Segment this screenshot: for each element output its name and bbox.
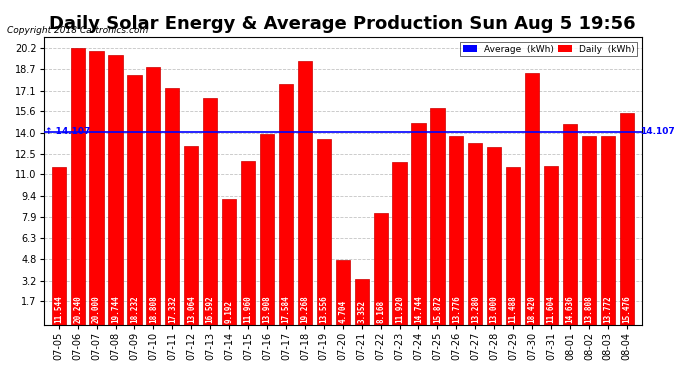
Bar [317, 139, 331, 325]
Bar [449, 136, 464, 325]
Bar [241, 161, 255, 325]
Text: 20.240: 20.240 [73, 295, 82, 322]
Text: 11.920: 11.920 [395, 295, 404, 322]
Bar [393, 162, 406, 325]
Bar [544, 166, 558, 325]
Bar [146, 68, 161, 325]
Bar [373, 213, 388, 325]
Text: 19.268: 19.268 [300, 295, 309, 322]
Text: 13.280: 13.280 [471, 295, 480, 322]
Text: 15.476: 15.476 [622, 295, 631, 322]
Text: ↑ 14.107: ↑ 14.107 [46, 127, 91, 136]
Text: 13.772: 13.772 [603, 295, 612, 322]
Text: 13.000: 13.000 [490, 295, 499, 322]
Bar [260, 134, 274, 325]
Bar [487, 147, 502, 325]
Bar [128, 75, 141, 325]
Bar [582, 136, 596, 325]
Text: 9.192: 9.192 [225, 300, 234, 322]
Text: 16.592: 16.592 [206, 295, 215, 322]
Text: 11.488: 11.488 [509, 295, 518, 322]
Bar [506, 168, 520, 325]
Text: 14.744: 14.744 [414, 295, 423, 322]
Text: 11.544: 11.544 [55, 295, 63, 322]
Text: 13.776: 13.776 [452, 295, 461, 322]
Text: 15.872: 15.872 [433, 295, 442, 322]
Text: 11.960: 11.960 [244, 295, 253, 322]
Bar [355, 279, 368, 325]
Bar [203, 98, 217, 325]
Bar [165, 87, 179, 325]
Text: 17.584: 17.584 [282, 295, 290, 322]
Text: 19.744: 19.744 [111, 295, 120, 322]
Text: 13.064: 13.064 [187, 295, 196, 322]
Bar [108, 54, 123, 325]
Text: 8.168: 8.168 [376, 300, 385, 322]
Bar [184, 146, 198, 325]
Bar [411, 123, 426, 325]
Bar [52, 167, 66, 325]
Bar [90, 51, 104, 325]
Text: 13.908: 13.908 [262, 295, 271, 322]
Text: 13.556: 13.556 [319, 295, 328, 322]
Text: 17.332: 17.332 [168, 295, 177, 322]
Bar [279, 84, 293, 325]
Text: 13.808: 13.808 [584, 295, 593, 322]
Bar [222, 199, 236, 325]
Text: 14.636: 14.636 [566, 295, 575, 322]
Text: Copyright 2018 Cartronics.com: Copyright 2018 Cartronics.com [7, 26, 148, 35]
Text: 18.808: 18.808 [149, 295, 158, 322]
Bar [601, 136, 615, 325]
Bar [335, 260, 350, 325]
Text: 3.352: 3.352 [357, 300, 366, 322]
Bar [431, 108, 444, 325]
Text: 14.107: 14.107 [640, 127, 675, 136]
Text: 20.000: 20.000 [92, 295, 101, 322]
Bar [563, 124, 577, 325]
Text: 11.604: 11.604 [546, 295, 555, 322]
Text: 18.232: 18.232 [130, 295, 139, 322]
Text: 4.704: 4.704 [338, 300, 347, 322]
Bar [525, 73, 539, 325]
Text: 18.420: 18.420 [528, 295, 537, 322]
Title: Daily Solar Energy & Average Production Sun Aug 5 19:56: Daily Solar Energy & Average Production … [50, 15, 636, 33]
Legend: Average  (kWh), Daily  (kWh): Average (kWh), Daily (kWh) [460, 42, 638, 56]
Bar [70, 48, 85, 325]
Bar [620, 113, 634, 325]
Bar [298, 61, 312, 325]
Bar [469, 143, 482, 325]
